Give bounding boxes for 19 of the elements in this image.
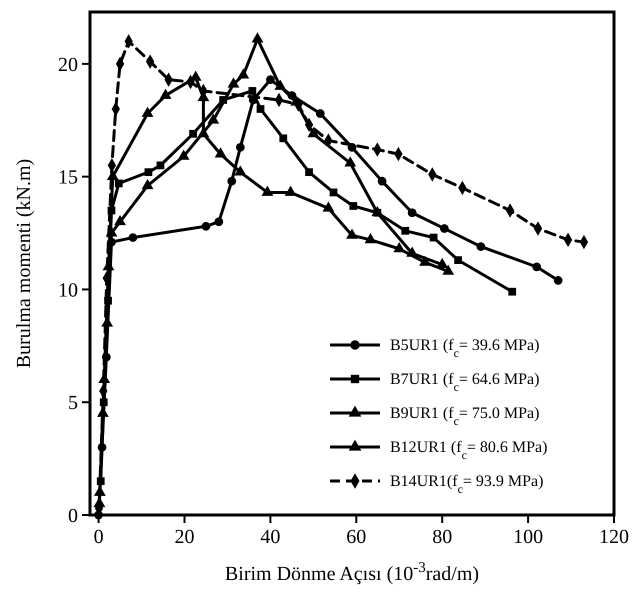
x-tick-label: 80: [432, 526, 452, 548]
legend-label: B14UR1(f$_{c}$= 93.9 MPa): [390, 473, 544, 496]
y-tick-label: 0: [68, 505, 78, 527]
x-tick-label: 120: [599, 526, 629, 548]
legend-label: B12UR1 (f$_{c}$= 80.6 MPa): [390, 439, 548, 462]
legend-label: B5UR1 (f$_{c}$= 39.6 MPa): [390, 337, 540, 360]
y-tick-label: 5: [68, 392, 78, 414]
y-tick-label: 10: [58, 279, 78, 302]
y-axis-title: Burulma momenti (kN.m): [13, 158, 35, 368]
y-tick-label: 20: [58, 54, 78, 76]
x-tick-label: 40: [260, 526, 280, 548]
x-axis-title: Birim Dönme Açısı (10$^{-3}$rad/m): [224, 560, 480, 585]
legend-label: B7UR1 (f$_{c}$= 64.6 MPa): [390, 371, 540, 394]
x-tick-label: 60: [346, 526, 366, 548]
x-tick-label: 100: [513, 526, 544, 548]
legend-label: B9UR1 (f$_{c}$= 75.0 MPa): [390, 405, 540, 428]
x-tick-label: 20: [174, 526, 194, 548]
x-tick-label: 0: [94, 526, 104, 548]
y-tick-label: 15: [58, 166, 78, 189]
